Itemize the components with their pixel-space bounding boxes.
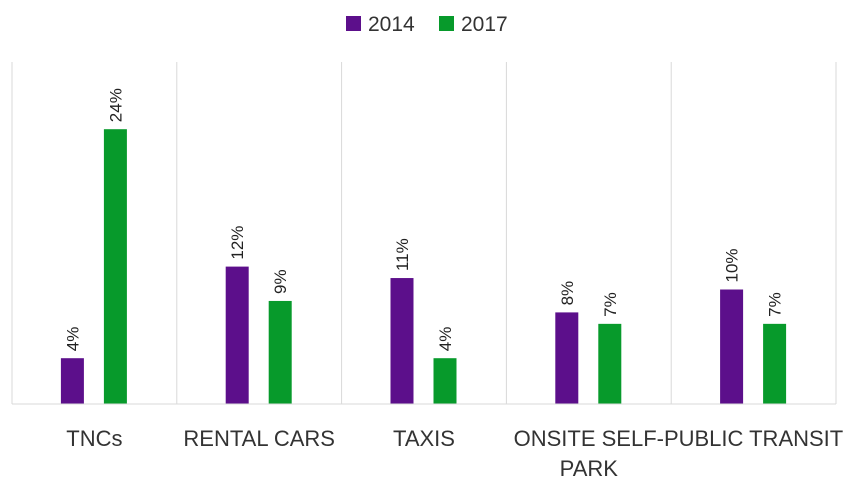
legend-label-2014: 2014 xyxy=(368,13,415,36)
data-label-rental-cars-2017: 9% xyxy=(271,269,290,294)
category-label-onsite-self-park: ONSITE SELF-PARK xyxy=(514,426,664,481)
data-label-tncs-2017: 24% xyxy=(106,88,125,122)
bar-taxis-2017 xyxy=(433,358,457,404)
data-label-public-transit-2017: 7% xyxy=(766,292,785,317)
legend-swatch-2014 xyxy=(346,16,361,31)
bar-taxis-2014 xyxy=(390,278,414,404)
data-label-public-transit-2014: 10% xyxy=(723,248,742,282)
category-dividers xyxy=(11,62,837,404)
bars xyxy=(60,129,787,404)
bar-onsite-self-park-2017 xyxy=(598,323,622,404)
category-labels: TNCs RENTAL CARS TAXIS ONSITE SELF-PARKPUBL… xyxy=(66,426,843,481)
category-label-taxis: TAXIS xyxy=(393,426,455,451)
data-label-taxis-2014: 11% xyxy=(393,238,412,271)
data-label-onsite-self-park-2017: 7% xyxy=(601,292,620,317)
bar-tncs-2017 xyxy=(103,129,127,404)
category-label-public-transit: PUBLIC TRANSIT xyxy=(664,426,843,451)
legend-swatch-2017 xyxy=(439,16,454,31)
data-label-taxis-2017: 4% xyxy=(436,327,455,352)
bar-public-transit-2014 xyxy=(720,289,744,404)
bar-tncs-2014 xyxy=(60,358,84,404)
bar-onsite-self-park-2014 xyxy=(555,312,579,404)
bar-rental-cars-2014 xyxy=(225,266,249,404)
legend-label-2017: 2017 xyxy=(461,13,508,36)
data-label-rental-cars-2014: 12% xyxy=(228,226,247,260)
data-label-tncs-2014: 4% xyxy=(63,327,82,352)
data-label-onsite-self-park-2014: 8% xyxy=(558,281,577,306)
value-labels: 4% 24% 12% 9% 11% 4% 8% 7% 10% 7% xyxy=(63,88,784,351)
legend: 2014 2017 xyxy=(346,13,508,36)
category-label-tncs: TNCs xyxy=(66,426,122,451)
category-label-rental-cars: RENTAL CARS xyxy=(183,426,335,451)
bar-public-transit-2017 xyxy=(763,323,787,404)
bar-rental-cars-2017 xyxy=(268,300,292,404)
